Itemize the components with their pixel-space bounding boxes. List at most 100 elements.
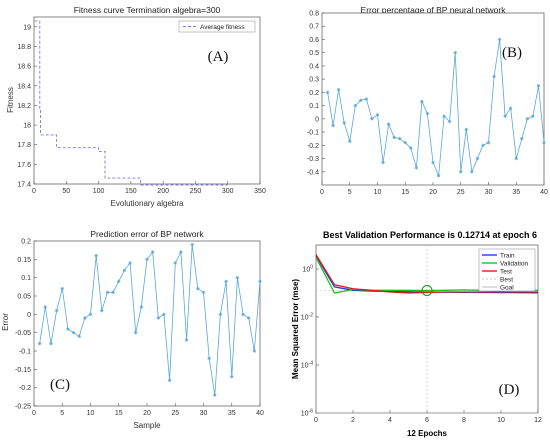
panel-a-legend: Average fitness	[178, 20, 256, 33]
panel-c-axes-box	[33, 240, 261, 407]
panel-b-point	[470, 169, 474, 174]
panel-c-point	[94, 253, 98, 258]
panel-b-point	[525, 117, 530, 121]
panel-c-point	[218, 312, 223, 317]
average-fitness-series	[34, 20, 228, 186]
panel-a-ytick-label: 18.8	[17, 44, 31, 51]
panel-a: Fitness curve Termination algebra=300 0 5…	[6, 5, 266, 208]
panel-d-xtick-label: 2	[351, 417, 355, 424]
panel-b-point	[397, 136, 402, 141]
panel-c-xtick-label: 40	[256, 410, 264, 417]
best-marker	[421, 284, 433, 296]
panel-d-title: Best Validation Performance is 0.12714 a…	[323, 230, 537, 240]
panel-c-ytick-label: 0.2	[21, 239, 31, 246]
panel-c-point	[150, 250, 155, 254]
panel-c-ytick-label: 0.05	[17, 294, 31, 301]
panel-c-point	[201, 290, 206, 295]
panel-a-ytick-label: 18	[23, 123, 31, 130]
test-series	[315, 254, 538, 294]
panel-c-point	[37, 341, 42, 346]
panel-b-ytick-label: 0.1	[309, 103, 319, 110]
panel-b-ytick-label: -0.1	[307, 130, 319, 137]
panel-c-ytick-label: -0.2	[19, 385, 31, 392]
panel-b-point	[481, 143, 485, 148]
panel-c-title: Prediction error of BP network	[90, 229, 204, 239]
panel-b-point	[492, 74, 496, 79]
panel-c-point	[145, 257, 149, 262]
panel-a-xtick-label: 250	[190, 188, 202, 195]
panel-b-ytick-label: 0.7	[309, 24, 319, 31]
panel-b-point	[336, 87, 341, 92]
panel-b-ytick-label: -0.4	[307, 169, 319, 176]
panel-b-xtick-label: 5	[348, 189, 352, 196]
panel-b-point	[325, 90, 330, 95]
panel-c-point	[49, 341, 53, 346]
panel-c-ytick-label: 0.15	[17, 257, 31, 264]
panel-a-ytick-label: 18.2	[17, 103, 31, 110]
panel-c-ytick-label: 0	[27, 312, 31, 319]
panel-d-xtick-label: 0	[314, 417, 318, 424]
panel-c-xtick-label: 25	[171, 410, 179, 417]
legend-entry-best: Best	[500, 277, 513, 284]
panel-d-xtick-label: 6	[425, 417, 429, 424]
panel-b-point	[381, 160, 385, 165]
panel-a-ytick-label: 17.6	[17, 162, 31, 169]
panel-c-point	[66, 327, 70, 331]
panel-b-point	[431, 160, 435, 165]
panel-c-ytick-label: -0.05	[15, 330, 31, 337]
panel-c-point	[213, 393, 217, 397]
panel-d-ytick-label: 10-2	[301, 313, 313, 322]
panel-d-ylabel: Mean Squared Error (mse)	[291, 279, 300, 379]
panel-b-point	[364, 97, 369, 101]
panel-b-point	[359, 98, 363, 103]
panel-c-xtick-label: 30	[200, 410, 208, 417]
panel-a-legend-box	[178, 20, 256, 33]
panel-b-ytick-label: 0.4	[309, 63, 319, 70]
panel-a-xtick-label: 100	[93, 188, 105, 195]
legend-entry-test: Test	[500, 269, 512, 276]
panel-c-ytick-label: -0.25	[15, 404, 31, 411]
panel-c-point	[179, 250, 183, 254]
panel-b-point	[542, 140, 546, 145]
panel-c-point	[207, 356, 211, 361]
panel-b-point	[392, 135, 396, 140]
panel-a-legend-entry: Average fitness	[200, 24, 245, 31]
panel-a-ytick-label: 17.8	[17, 142, 31, 149]
panel-a-ylabel: Fitness	[6, 87, 15, 113]
panel-d-xtick-label: 12	[534, 417, 542, 424]
panel-a-title: Fitness curve Termination algebra=300	[74, 5, 221, 15]
legend-entry-validation: Validation	[500, 261, 528, 268]
panel-a-ytick-label: 18.4	[17, 83, 31, 90]
panel-d-ytick-label: 100	[302, 265, 313, 274]
panel-b-point	[453, 50, 457, 55]
panel-d-legend-box	[478, 248, 536, 292]
panel-c-point	[173, 261, 178, 265]
panel-b-point	[447, 119, 452, 124]
panel-b-point	[403, 140, 408, 145]
panel-c-point	[111, 290, 115, 295]
panel-b-point	[508, 106, 513, 111]
panel-c-point	[128, 261, 132, 265]
panel-b-ytick-label: 0.5	[309, 50, 319, 57]
panel-b-point	[342, 121, 346, 125]
panel-d: Best Validation Performance is 0.12714 a…	[291, 230, 542, 438]
panel-a-xtick-label: 200	[157, 188, 169, 195]
panel-b-point	[475, 156, 480, 161]
panel-c-point	[122, 268, 127, 273]
panel-b-point	[370, 117, 374, 121]
panel-b-xtick-label: 25	[457, 189, 465, 196]
panel-c-point	[235, 275, 240, 280]
panel-c-point	[116, 279, 121, 284]
panel-b-point	[409, 146, 413, 150]
panel-b-point	[497, 37, 502, 42]
panel-b-ytick-label: 0.8	[309, 11, 319, 18]
panel-b-point	[353, 103, 358, 108]
legend-entry-train: Train	[500, 253, 515, 260]
panel-b-ytick-label: -0.2	[307, 143, 319, 150]
panel-c-xtick-label: 0	[32, 410, 36, 417]
panel-b-ytick-label: 0.3	[309, 77, 319, 84]
panel-c-point	[246, 316, 251, 320]
panel-b-axes-box	[321, 12, 545, 186]
